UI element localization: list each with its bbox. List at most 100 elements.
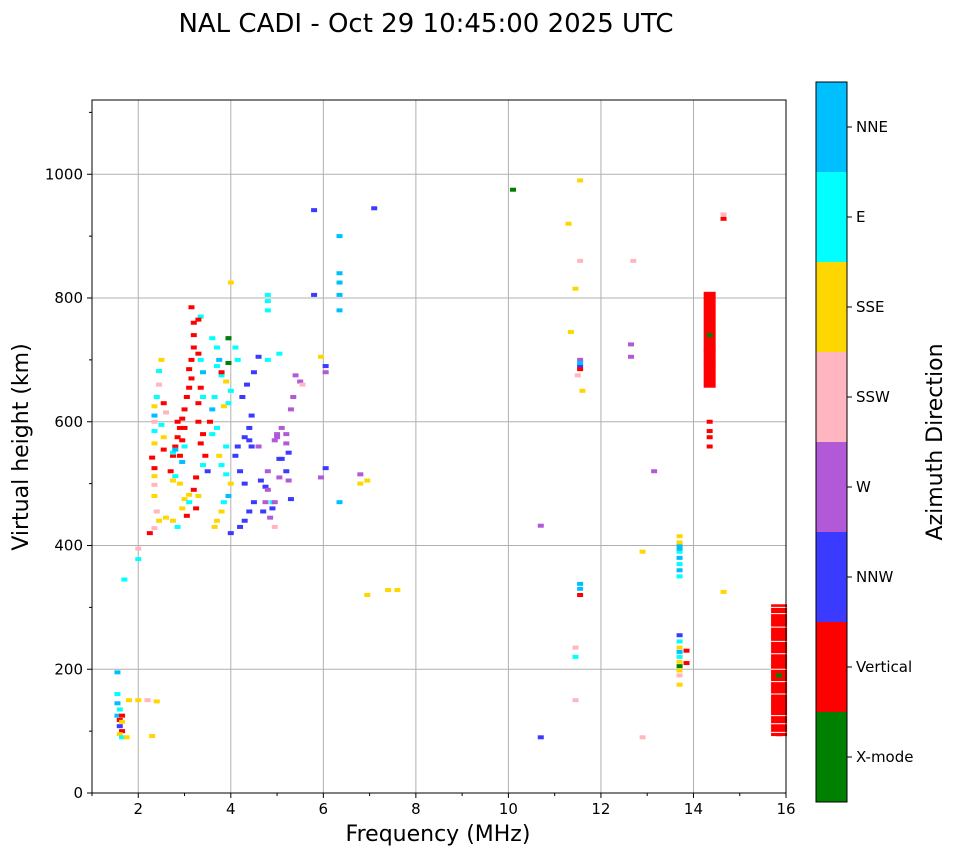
data-point-nne: [225, 494, 232, 498]
data-point-nnw: [241, 435, 248, 440]
data-point-vertical: [706, 345, 713, 350]
data-point-sse: [676, 659, 683, 664]
data-point-nnw: [246, 509, 253, 514]
data-point-nne: [676, 546, 683, 551]
data-point-e: [119, 735, 126, 740]
data-point-ssw: [630, 258, 637, 263]
data-point-sse: [151, 441, 158, 446]
data-point-nne: [336, 308, 343, 313]
plot-gridlines: [92, 100, 786, 793]
data-point-nne: [336, 500, 343, 505]
data-point-e: [200, 463, 207, 468]
data-point-vertical: [188, 305, 195, 310]
colorbar-swatch-vertical: [816, 622, 847, 712]
data-point-vertical: [179, 438, 186, 443]
echo-block: [703, 291, 716, 388]
data-point-vertical: [160, 447, 167, 452]
data-point-nne: [577, 581, 584, 586]
data-point-vertical: [151, 466, 158, 471]
data-point-sse: [126, 698, 133, 703]
data-point-ssw: [572, 645, 579, 650]
data-point-w: [271, 500, 278, 505]
data-point-vertical: [190, 487, 197, 492]
data-point-ssw: [271, 524, 278, 529]
data-point-nnw: [311, 292, 318, 297]
azimuth-colorbar: X-mode Vertical NNW W SSW SSE E NNE: [815, 81, 913, 803]
data-point-e: [227, 388, 234, 393]
data-point-w: [264, 469, 271, 474]
data-point-w: [287, 407, 294, 412]
data-point-nnw: [116, 724, 123, 729]
data-point-w: [255, 444, 262, 449]
data-point-sse: [216, 453, 223, 458]
data-point-vertical: [218, 370, 225, 375]
data-point-sse: [227, 481, 234, 486]
data-point-w: [271, 438, 278, 443]
data-point-e: [213, 364, 220, 369]
data-point-ssw: [156, 382, 163, 387]
data-point-e: [156, 369, 163, 374]
data-point-nnw: [246, 425, 253, 430]
data-point-vertical: [776, 682, 783, 687]
data-point-e: [213, 345, 220, 350]
data-point-vertical: [683, 661, 690, 666]
data-point-e: [169, 450, 176, 455]
data-point-sse: [153, 699, 160, 704]
data-point-ssw: [153, 509, 160, 514]
data-point-w: [297, 379, 304, 384]
x-tick-label: 10: [499, 800, 518, 818]
data-point-e: [676, 654, 683, 659]
data-point-vertical: [706, 444, 713, 449]
data-point-vertical: [190, 345, 197, 350]
data-point-vertical: [776, 732, 783, 737]
colorbar-frame: [815, 81, 848, 803]
data-point-nne: [336, 280, 343, 285]
data-point-vertical: [146, 531, 153, 536]
data-point-nnw: [676, 633, 683, 638]
x-axis-ticks: 2 4 6 8 10 12 14 16: [91, 793, 796, 818]
data-point-sse: [227, 280, 234, 285]
data-point-x-mode: [776, 673, 783, 678]
data-point-nnw: [248, 444, 255, 449]
data-point-nnw: [237, 524, 244, 529]
data-point-nnw: [250, 370, 257, 375]
data-point-x-mode: [676, 664, 683, 669]
data-point-nnw: [537, 735, 544, 740]
data-point-nnw: [311, 208, 318, 213]
data-point-ssw: [151, 526, 158, 531]
colorbar-swatch-ssw: [816, 352, 847, 442]
data-point-nne: [577, 586, 584, 591]
data-point-vertical: [776, 642, 783, 647]
data-point-w: [262, 500, 269, 505]
data-point-ssw: [572, 698, 579, 703]
data-point-nnw: [232, 453, 239, 458]
data-point-vertical: [188, 357, 195, 362]
data-point-sse: [567, 330, 574, 335]
data-point-nne: [200, 370, 207, 375]
data-point-vertical: [167, 469, 174, 474]
data-point-w: [274, 432, 281, 437]
data-point-vertical: [706, 308, 713, 313]
data-point-vertical: [169, 453, 176, 458]
data-point-nnw: [241, 518, 248, 523]
data-point-w: [628, 342, 635, 347]
data-point-vertical: [706, 370, 713, 375]
data-point-nnw: [243, 382, 250, 387]
y-tick-label: 600: [54, 413, 83, 431]
data-point-vertical: [706, 296, 713, 300]
y-tick-label: 400: [54, 537, 83, 555]
data-point-ssw: [135, 546, 142, 551]
data-point-vertical: [186, 385, 193, 390]
data-point-w: [276, 475, 283, 480]
colorbar-label-nne: NNE: [856, 118, 888, 136]
data-point-sse: [151, 404, 158, 409]
data-point-e: [220, 500, 227, 505]
data-point-vertical: [206, 419, 213, 424]
data-point-vertical: [776, 648, 783, 653]
data-point-vertical: [195, 401, 202, 406]
data-point-vertical: [200, 432, 207, 437]
data-point-nnw: [278, 456, 285, 461]
data-point-e: [158, 422, 165, 427]
data-point-vertical: [776, 636, 783, 641]
data-point-w: [264, 487, 271, 492]
